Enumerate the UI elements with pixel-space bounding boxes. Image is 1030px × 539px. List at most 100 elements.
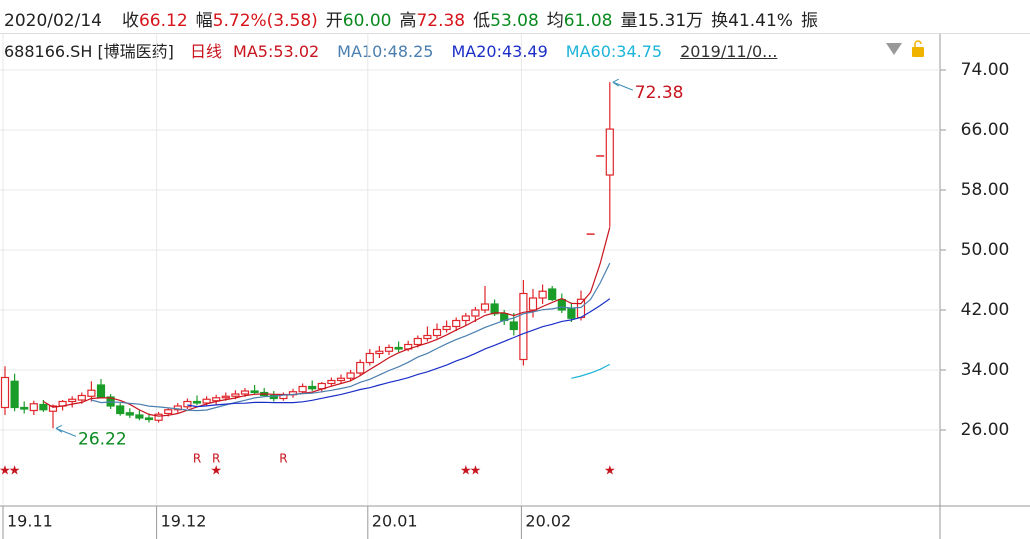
candle-body <box>471 309 480 317</box>
quote-label: 收 <box>121 11 139 31</box>
quote-value: 53.08 <box>490 11 539 31</box>
legend-bar: 688166.SH [博瑞医药] 日线 MA5:53.02 MA10:48.25 MA… <box>4 38 777 62</box>
candle-body <box>231 393 240 397</box>
candle-body <box>298 385 307 393</box>
ma-line <box>187 298 611 408</box>
candle-body <box>183 400 192 408</box>
candle-body <box>442 325 451 331</box>
candle-body <box>576 298 586 319</box>
annotation: 72.38 <box>635 83 684 103</box>
candle-body <box>240 390 250 395</box>
candle-body <box>39 403 48 411</box>
y-tick-label: 26.00 <box>961 420 1010 440</box>
candle-body <box>96 384 106 398</box>
candle-body <box>461 315 470 322</box>
candle-body <box>308 385 317 390</box>
signal: ★ <box>604 464 616 479</box>
candle-body <box>0 376 10 409</box>
candle-body <box>154 413 163 421</box>
signal: ★ <box>470 464 482 479</box>
legend-entry: MA10:48.25 <box>337 42 434 61</box>
signal: R <box>193 452 201 466</box>
candle-body <box>212 397 221 402</box>
x-tick-label: 19.11 <box>7 512 53 531</box>
candle-body <box>452 319 461 328</box>
candle-body <box>567 307 576 319</box>
signal: ★ <box>210 464 222 479</box>
y-tick-label: 66.00 <box>961 120 1010 140</box>
legend-entry: MA5:53.02 <box>233 42 320 61</box>
quote-date: 2020/02/14 <box>4 11 102 31</box>
candle-body <box>519 292 528 361</box>
candle-body <box>384 346 394 352</box>
quote-label: 高 <box>399 11 417 31</box>
ma-line <box>43 227 611 417</box>
candle-body <box>144 417 154 421</box>
candle-body <box>20 406 29 410</box>
date-range: 2019/11/0... <box>680 42 778 61</box>
signal: R <box>212 452 220 466</box>
quote-value: 5.72%(3.58) <box>212 11 318 31</box>
candle-body <box>557 298 566 311</box>
signal: ★ <box>9 464 21 479</box>
y-tick-label: 50.00 <box>961 240 1010 260</box>
candle-body <box>432 328 442 337</box>
candle-body <box>202 398 211 404</box>
quote-value: 72.38 <box>416 11 466 31</box>
candle-body <box>346 372 355 379</box>
annotation-arrow <box>55 424 77 437</box>
candle-body <box>538 290 547 299</box>
candle-body <box>48 405 58 412</box>
candle-body <box>375 350 384 355</box>
ma-line <box>91 262 611 412</box>
candle-body <box>10 380 19 409</box>
legend-entry: MA20:43.49 <box>451 42 548 61</box>
y-tick-label: 74.00 <box>961 60 1010 80</box>
candle-body <box>480 303 490 311</box>
candle-body <box>423 334 432 340</box>
dropdown-icon <box>886 43 902 55</box>
ma-line <box>571 363 611 379</box>
annotation-arrow <box>612 78 633 91</box>
quote-value: 60.00 <box>342 11 392 31</box>
candle-body <box>125 412 134 416</box>
quote-label: 均 <box>546 11 564 31</box>
y-tick-label: 34.00 <box>961 360 1010 380</box>
quote-value: 66.12 <box>138 11 188 31</box>
quote-label: 换 <box>711 11 729 31</box>
candle-body <box>221 395 230 399</box>
candle-body <box>336 377 346 382</box>
quote-value: 61.08 <box>563 11 613 31</box>
candle-body <box>192 400 202 404</box>
candle-body <box>605 128 614 176</box>
quote-label: 振 <box>800 11 818 31</box>
x-tick-label: 20.01 <box>372 512 418 531</box>
candle-body <box>356 361 365 374</box>
candle-body <box>548 288 557 301</box>
candle-body <box>528 297 538 311</box>
y-tick-label: 58.00 <box>961 180 1010 200</box>
candle-body <box>327 379 336 385</box>
candle-body <box>394 346 403 350</box>
candle-body <box>490 303 499 315</box>
candle-body <box>68 398 77 403</box>
quote-label: 幅 <box>195 11 213 31</box>
candle-body <box>77 394 86 401</box>
separator <box>0 33 1030 34</box>
candle-body <box>250 390 259 394</box>
x-tick-label: 20.02 <box>525 512 571 531</box>
candle-body <box>173 405 182 411</box>
quote-label: 量 <box>620 11 638 31</box>
candle-body <box>509 321 518 331</box>
period: 日线 <box>189 42 222 61</box>
signal: R <box>279 452 287 466</box>
candle-body <box>413 337 422 346</box>
x-tick-label: 19.12 <box>161 512 207 531</box>
candle-body <box>365 352 374 364</box>
quote-bar: 2020/02/14 收66.12 幅5.72%(3.58) 开60.00 高72.38… <box>4 6 818 32</box>
quote-value: 41.41% <box>728 11 793 31</box>
candle-body <box>87 389 96 397</box>
symbol: 688166.SH [博瑞医药] <box>4 42 174 61</box>
